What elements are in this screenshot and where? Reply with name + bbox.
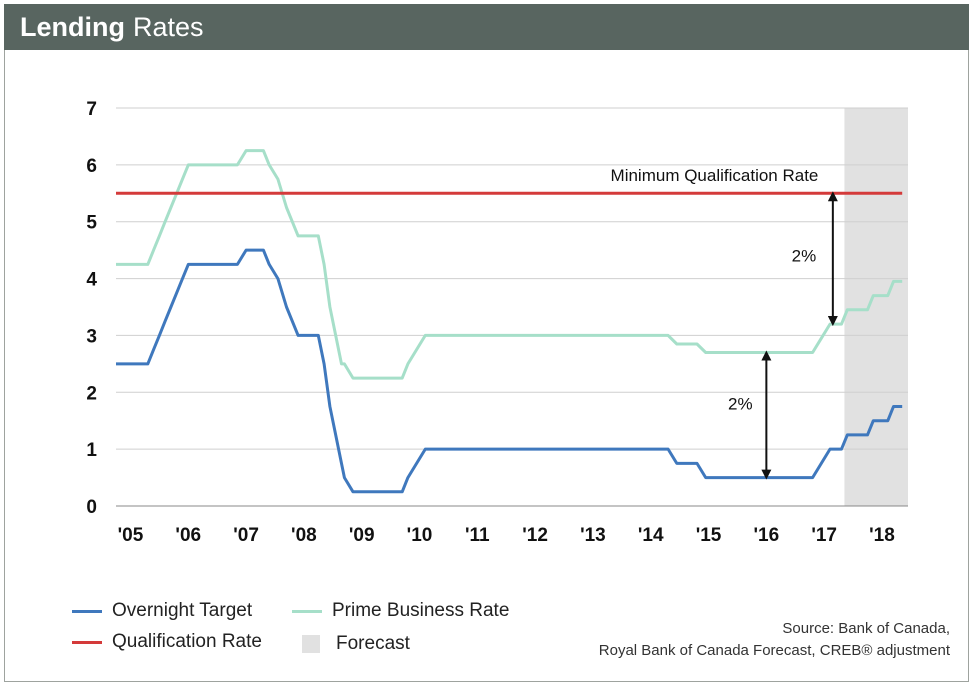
y-tick-label: 2 [86,383,97,404]
legend-prime: Prime Business Rate [292,600,509,622]
legend-forecast: Forecast [302,633,410,655]
chart-header: Lending Rates [4,4,969,50]
legend-qualification: Qualification Rate [72,631,262,653]
x-tick-label: '05 [118,525,144,546]
source-line-2: Royal Bank of Canada Forecast, CREB® adj… [598,642,950,659]
x-tick-label: '11 [465,525,490,546]
legend-qualification-label: Qualification Rate [112,631,262,652]
y-tick-label: 3 [86,326,97,347]
annotation-0: Minimum Qualification Rate [611,166,819,185]
x-tick-label: '08 [291,525,317,546]
x-tick-label: '13 [580,525,606,546]
x-tick-label: '16 [754,525,780,546]
title-bold: Lending [20,11,125,42]
x-tick-label: '14 [638,525,664,546]
legend-prime-label: Prime Business Rate [332,600,510,621]
legend-overnight-label: Overnight Target [112,600,253,621]
legend-forecast-swatch [302,635,320,653]
x-tick-label: '17 [811,525,837,546]
x-tick-label: '12 [522,525,548,546]
y-tick-label: 4 [86,270,97,291]
legend-prime-swatch [292,609,322,613]
forecast-band [844,108,908,506]
chart-frame [4,4,969,682]
series-overnight-target [116,248,903,494]
source-note: Source: Bank of Canada, Royal Bank of Ca… [599,618,950,662]
annotation-1: 2% [792,247,817,266]
source-line-1: Source: Bank of Canada, [782,620,950,637]
y-tick-label: 6 [86,156,97,177]
annotation-2: 2% [728,394,753,413]
y-tick-label: 1 [86,440,97,461]
legend-overnight: Overnight Target [72,600,252,622]
x-tick-label: '09 [349,525,375,546]
legend-qualification-swatch [72,640,102,644]
y-tick-label: 0 [86,497,97,518]
legend-forecast-label: Forecast [336,633,410,654]
x-tick-label: '06 [175,525,201,546]
y-tick-label: 7 [86,99,97,120]
title-rest: Rates [132,11,204,42]
x-tick-label: '10 [407,525,433,546]
x-tick-label: '18 [869,525,895,546]
legend-overnight-swatch [72,609,102,613]
x-tick-label: '15 [696,525,722,546]
y-tick-label: 5 [86,213,97,234]
x-tick-label: '07 [233,525,259,546]
